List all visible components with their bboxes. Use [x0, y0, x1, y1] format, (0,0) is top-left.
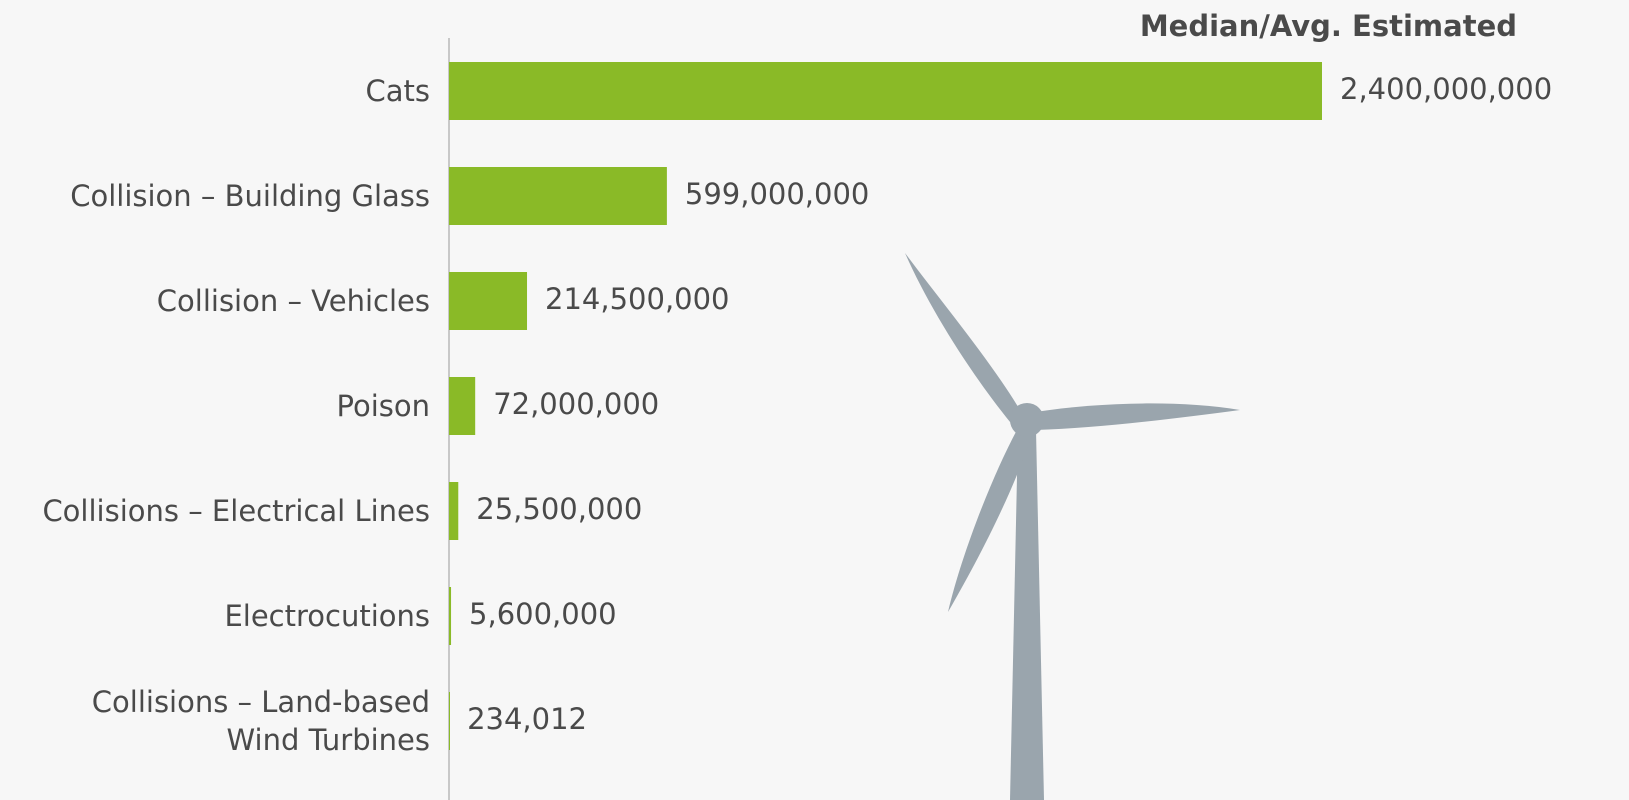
turbine-tower: [1010, 430, 1044, 800]
bar: [449, 62, 1322, 120]
bar: [449, 692, 450, 750]
bar: [449, 272, 527, 330]
wind-turbine: [905, 253, 1240, 800]
value-label: 234,012: [467, 702, 587, 736]
bar: [449, 587, 451, 645]
bar: [449, 167, 667, 225]
category-label: Electrocutions: [10, 597, 430, 635]
value-label: 25,500,000: [476, 492, 642, 526]
page: Median/Avg. Estimated 2,400,000,000 599,0…: [0, 0, 1629, 800]
value-label: 72,000,000: [493, 387, 659, 421]
value-label: 5,600,000: [469, 597, 617, 631]
category-label: Collision – Building Glass: [10, 177, 430, 215]
turbine-blade: [905, 253, 1020, 428]
category-label: Collisions – Electrical Lines: [10, 492, 430, 530]
category-label: Collisions – Land-based Wind Turbines: [10, 683, 430, 759]
value-label: 2,400,000,000: [1340, 72, 1552, 106]
bar: [449, 377, 475, 435]
chart-title: Median/Avg. Estimated: [1140, 9, 1517, 43]
turbine-hub: [1010, 403, 1044, 437]
turbine-blade: [1035, 403, 1240, 430]
category-label: Cats: [10, 72, 430, 110]
category-label: Poison: [10, 387, 430, 425]
category-label: Collision – Vehicles: [10, 282, 430, 320]
value-label: 599,000,000: [685, 177, 870, 211]
bar: [449, 482, 458, 540]
value-label: 214,500,000: [545, 282, 730, 316]
